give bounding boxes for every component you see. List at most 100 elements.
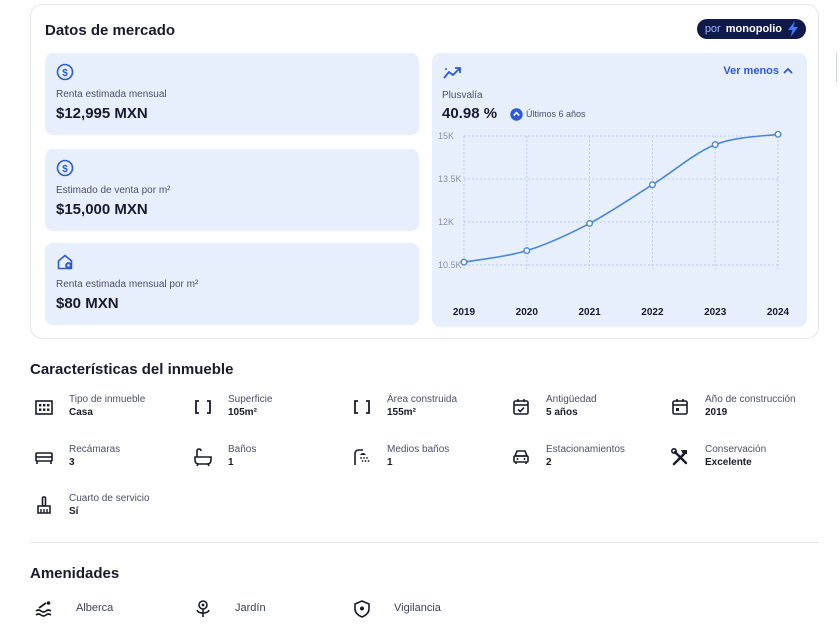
stat-value: $12,995 MXN [56, 105, 148, 122]
feature-cuarto-servicio: Cuarto de servicio Sí [33, 493, 193, 527]
feature-value: 105m² [228, 407, 257, 418]
data-point [460, 258, 468, 266]
plusvalia-line-chart: 15K 13.5K 12K 10.5K 2019 2020 2021 2022 2023 2024 [438, 130, 790, 318]
section-divider [30, 542, 819, 543]
chevron-up-icon [783, 67, 793, 74]
market-data-card: Datos de mercado por monopolio $ Renta e… [30, 4, 819, 339]
dollar-circle-icon: $ [56, 159, 74, 177]
feature-anio-construccion: Año de construcción 2019 [669, 394, 829, 428]
car-icon [513, 450, 529, 464]
y-tick-label: 15K [438, 131, 454, 141]
feature-label: Estacionamientos [546, 444, 625, 455]
feature-value: 1 [387, 457, 393, 468]
calendar-check-icon [513, 399, 529, 415]
scrollbar-edge[interactable] [836, 52, 840, 82]
house-dollar-icon [57, 254, 73, 270]
data-point [523, 247, 531, 255]
brand-name: monopolio [725, 23, 782, 35]
shower-icon [354, 449, 370, 465]
data-point [586, 219, 594, 227]
feature-label: Tipo de inmueble [69, 394, 146, 405]
ver-menos-toggle[interactable]: Ver menos [723, 65, 793, 77]
pool-icon [35, 601, 52, 617]
y-tick-label: 13.5K [438, 174, 462, 184]
x-tick-label: 2024 [767, 307, 790, 318]
shield-icon [354, 600, 370, 618]
stat-value: $80 MXN [56, 295, 119, 312]
tools-icon [670, 447, 688, 466]
stat-rent-monthly: $ Renta estimada mensual $12,995 MXN [45, 53, 419, 135]
bolt-icon [788, 21, 798, 37]
area-brackets-icon [195, 400, 211, 414]
characteristics-title: Características del inmueble [30, 361, 234, 378]
feature-value: 1 [228, 457, 234, 468]
x-tick-label: 2022 [641, 307, 664, 318]
plusvalia-chart-card: Ver menos Plusvalía 40.98 % Últimos 6 añ… [432, 53, 807, 327]
broom-icon [37, 496, 51, 514]
area-brackets-icon [354, 400, 370, 414]
x-tick-label: 2021 [578, 307, 601, 318]
plusvalia-label: Plusvalía [442, 90, 483, 101]
svg-text:$: $ [62, 164, 68, 175]
data-point [711, 141, 719, 149]
trend-up-icon [443, 67, 461, 79]
toggle-label: Ver menos [723, 65, 779, 77]
stat-label: Renta estimada mensual [56, 89, 167, 100]
feature-label: Superficie [228, 394, 273, 405]
stat-rent-per-m2: Renta estimada mensual por m² $80 MXN [45, 243, 419, 325]
feature-tipo: Tipo de inmueble Casa [33, 394, 193, 428]
feature-value: 2019 [705, 407, 728, 418]
feature-label: Año de construcción [705, 394, 796, 405]
feature-medios-banos: Medios baños 1 [351, 444, 511, 478]
feature-recamaras: Recámaras 3 [33, 444, 193, 478]
feature-value: 3 [69, 457, 75, 468]
y-tick-label: 10.5K [438, 260, 462, 270]
feature-label: Medios baños [387, 444, 450, 455]
brand-badge[interactable]: por monopolio [696, 19, 806, 39]
stat-sale-per-m2: $ Estimado de venta por m² $15,000 MXN [45, 149, 419, 231]
garden-icon [196, 600, 210, 617]
plusvalia-period: Últimos 6 años [526, 109, 586, 119]
brand-prefix: por [704, 23, 721, 35]
feature-label: Cuarto de servicio [69, 493, 150, 504]
feature-label: Recámaras [69, 444, 121, 455]
feature-label: Baños [228, 444, 257, 455]
feature-value: Casa [69, 407, 93, 418]
svg-text:$: $ [62, 68, 68, 79]
feature-superficie: Superficie 105m² [192, 394, 352, 428]
x-tick-label: 2023 [704, 307, 727, 318]
stat-label: Estimado de venta por m² [56, 185, 171, 196]
x-tick-label: 2020 [516, 307, 539, 318]
calendar-icon [672, 399, 688, 415]
y-tick-label: 12K [438, 217, 454, 227]
feature-value: 2 [546, 457, 552, 468]
stat-label: Renta estimada mensual por m² [56, 279, 199, 290]
feature-label: Área construida [387, 394, 458, 405]
feature-estacionamientos: Estacionamientos 2 [510, 444, 670, 478]
amenity-label: Vigilancia [394, 602, 441, 614]
feature-antiguedad: Antigüedad 5 años [510, 394, 670, 428]
feature-label: Antigüedad [546, 394, 597, 405]
market-title: Datos de mercado [45, 22, 176, 39]
feature-value: 5 años [546, 407, 578, 418]
plusvalia-value: 40.98 % [442, 105, 498, 122]
feature-label: Conservación [705, 444, 767, 455]
feature-value: Excelente [705, 457, 752, 468]
feature-banos: Baños 1 [192, 444, 352, 478]
feature-conservacion: Conservación Excelente [669, 444, 829, 478]
building-icon [35, 400, 53, 415]
bathtub-icon [194, 448, 212, 467]
stat-value: $15,000 MXN [56, 201, 148, 218]
amenity-label: Jardín [235, 602, 266, 614]
x-tick-label: 2019 [453, 307, 476, 318]
dollar-circle-icon: $ [56, 63, 74, 81]
feature-value: 155m² [387, 407, 416, 418]
data-point [648, 181, 656, 189]
series-line [463, 133, 779, 263]
amenity-label: Alberca [76, 602, 114, 614]
data-point [774, 130, 782, 138]
amenities-title: Amenidades [30, 565, 120, 582]
arrow-up-circle-icon [510, 108, 523, 121]
bed-icon [35, 452, 53, 464]
feature-value: Sí [69, 506, 79, 517]
